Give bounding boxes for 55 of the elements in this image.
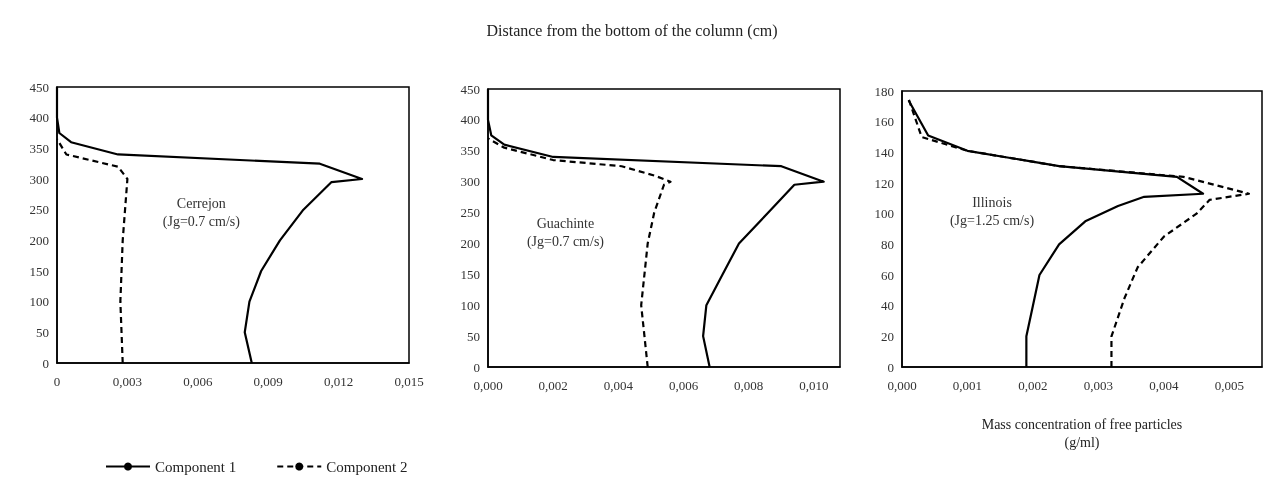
- y-tick-label: 450: [29, 79, 49, 95]
- x-tick-label: 0,006: [668, 378, 699, 393]
- y-tick-label: 350: [29, 140, 49, 156]
- y-tick-label: 350: [460, 143, 480, 159]
- y-tick-label: 400: [29, 110, 49, 126]
- y-tick-label: 40: [881, 298, 894, 314]
- x-tick-label: 0: [53, 374, 61, 389]
- x-tick-label: 0,000: [887, 378, 917, 393]
- y-tick-label: 120: [874, 175, 894, 191]
- y-tick-label: 50: [36, 324, 49, 340]
- x-tick-label: 0,015: [394, 374, 424, 389]
- y-tick-label: 140: [874, 144, 894, 160]
- y-tick-label: 200: [29, 232, 49, 248]
- y-tick-label: 50: [467, 328, 480, 344]
- y-tick-label: 250: [29, 202, 49, 218]
- x-tick-label: 0,006: [183, 374, 213, 389]
- x-tick-label: 0,004: [1149, 378, 1179, 393]
- y-tick-label: 100: [460, 297, 480, 313]
- x-tick-label: 0,000: [473, 378, 503, 393]
- y-tick-label: 180: [874, 83, 894, 99]
- y-tick-label: 20: [881, 328, 894, 344]
- legend-label: Component 2: [326, 458, 408, 475]
- y-tick-label: 300: [460, 174, 480, 190]
- y-tick-label: 300: [29, 171, 49, 187]
- annotation: Cerrejon (Jg=0.7 cm/s): [162, 196, 241, 231]
- annotation: Guachinte (Jg=0.7 cm/s): [526, 215, 605, 250]
- y-tick-label: 0: [42, 355, 49, 371]
- y-tick-label: 80: [881, 236, 894, 252]
- x-tick-label: 0,002: [538, 378, 568, 393]
- y-tick-label: 400: [460, 112, 480, 128]
- y-tick-label: 60: [881, 267, 894, 283]
- x-tick-label: 0,008: [734, 378, 764, 393]
- y-tick-label: 100: [874, 206, 894, 222]
- x-tick-label: 0,003: [112, 374, 143, 389]
- x-tick-label: 0,012: [323, 374, 354, 389]
- x-tick-label: 0,003: [1083, 378, 1113, 393]
- y-tick-label: 450: [460, 81, 480, 97]
- y-axis-title: Distance from the bottom of the column (cm): [485, 22, 779, 40]
- y-tick-label: 0: [887, 359, 894, 375]
- x-tick-label: 0,002: [1018, 378, 1048, 393]
- y-tick-label: 200: [460, 235, 480, 251]
- y-tick-label: 0: [473, 359, 480, 375]
- x-axis-title: Mass concentration of free particles (g/ml): [981, 416, 1183, 451]
- y-tick-label: 150: [460, 266, 480, 282]
- x-tick-label: 0,005: [1214, 378, 1244, 393]
- legend-label: Component 1: [155, 458, 237, 475]
- y-tick-label: 250: [460, 205, 480, 221]
- x-tick-label: 0,009: [253, 374, 283, 389]
- x-tick-label: 0,004: [603, 378, 634, 393]
- y-tick-label: 100: [29, 294, 49, 310]
- x-tick-label: 0,010: [799, 378, 829, 393]
- annotation: Illinois (Jg=1.25 cm/s): [949, 194, 1035, 229]
- x-tick-label: 0,001: [952, 378, 983, 393]
- y-tick-label: 160: [874, 114, 894, 130]
- y-tick-label: 150: [29, 263, 49, 279]
